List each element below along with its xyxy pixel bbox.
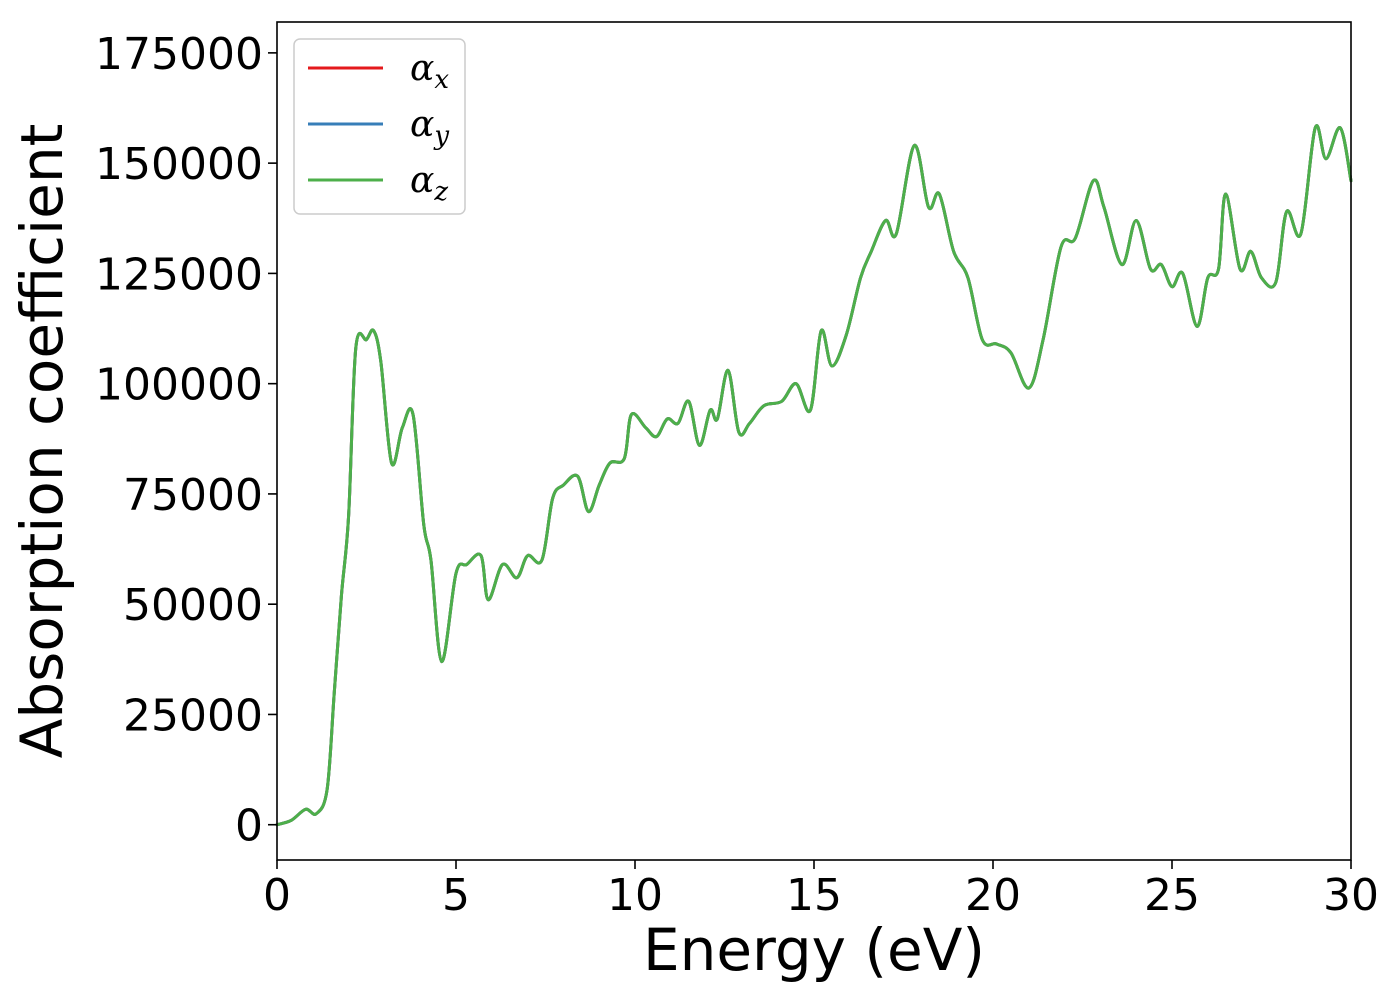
legend-label-x: αx	[410, 48, 449, 95]
x-tick-label: 10	[607, 870, 663, 921]
y-tick-label: 100000	[95, 360, 263, 411]
legend-label-y: αy	[410, 104, 449, 151]
series-layer	[275, 124, 1353, 827]
x-tick-label: 0	[263, 870, 291, 921]
x-axis-title: Energy (eV)	[643, 916, 985, 984]
series-line-y	[275, 124, 1353, 827]
y-axis-title: Absorption coefficient	[8, 124, 76, 759]
x-tick-label: 20	[965, 870, 1021, 921]
series-line-x	[275, 124, 1353, 827]
x-tick-label: 5	[442, 870, 470, 921]
y-axis-ticks: 0 25000 50000 75000 100000 125000 150000 175000	[95, 29, 277, 852]
x-axis-ticks: 0 5 10 15 20 25 30	[263, 860, 1379, 921]
series-line-z	[275, 124, 1353, 827]
y-tick-label: 125000	[95, 249, 263, 300]
legend-frame	[293, 38, 466, 215]
x-tick-label: 25	[1144, 870, 1200, 921]
legend-subscript: x	[434, 65, 449, 95]
y-tick-label: 150000	[95, 139, 263, 190]
y-tick-label: 0	[235, 801, 263, 852]
y-tick-label: 50000	[123, 580, 263, 631]
x-tick-label: 30	[1323, 870, 1379, 921]
y-tick-label: 175000	[95, 29, 263, 80]
x-tick-label: 15	[786, 870, 842, 921]
y-tick-label: 75000	[123, 470, 263, 521]
y-tick-label: 25000	[123, 690, 263, 741]
legend-subscript: z	[433, 177, 448, 207]
legend-subscript: y	[433, 121, 449, 151]
